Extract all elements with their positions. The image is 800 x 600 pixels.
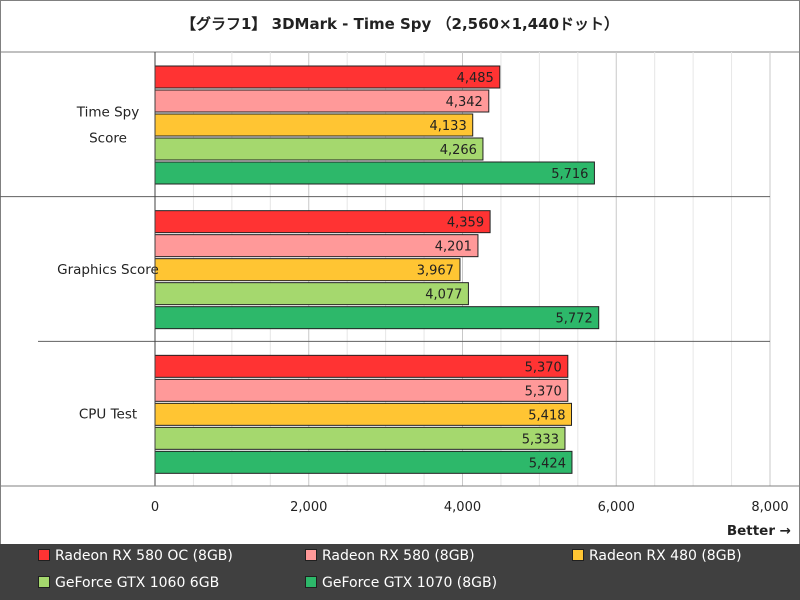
bar	[154, 354, 569, 378]
data-label: 4,485	[457, 71, 494, 86]
bar	[154, 113, 474, 137]
category-group: 4,359 4,201 3,967 4,077 5,772	[154, 210, 600, 330]
legend-label: GeForce GTX 1060 6GB	[55, 575, 220, 591]
legend-label: Radeon RX 580 (8GB)	[322, 548, 475, 564]
legend-label: Radeon RX 480 (8GB)	[589, 548, 742, 564]
bar	[154, 378, 569, 402]
data-label: 5,370	[525, 360, 562, 375]
category-label: CPU Test	[79, 407, 137, 423]
legend-item: Radeon RX 480 (8GB)	[572, 546, 742, 566]
data-label: 4,342	[446, 95, 483, 110]
data-label: 5,772	[556, 312, 593, 327]
bar-chart: 4,485 4,342 4,133 4,266 5,716 Time Spy Score 4,…	[0, 51, 800, 539]
chart-title: 【グラフ1】 3DMark - Time Spy （2,560×1,440ドット…	[180, 15, 620, 33]
data-label: 4,077	[425, 288, 462, 303]
data-label: 3,967	[417, 264, 454, 279]
legend-item: Radeon RX 580 (8GB)	[305, 546, 475, 566]
bar	[154, 234, 479, 258]
category-group: 4,485 4,342 4,133 4,266 5,716	[154, 65, 595, 185]
x-tick-label: 4,000	[444, 500, 481, 515]
data-label: 4,133	[430, 119, 467, 134]
bar	[154, 282, 469, 306]
x-tick-label: 0	[151, 500, 159, 515]
category-label: Score	[89, 130, 127, 146]
data-label: 4,266	[440, 143, 477, 158]
legend: Radeon RX 580 OC (8GB) Radeon RX 580 (8GB…	[0, 544, 800, 600]
legend-item: GeForce GTX 1060 6GB	[38, 573, 219, 593]
legend-label: GeForce GTX 1070 (8GB)	[322, 575, 498, 591]
data-label: 5,418	[528, 408, 565, 423]
bar	[154, 402, 573, 426]
category-label: Graphics Score	[57, 262, 159, 278]
legend-item: GeForce GTX 1070 (8GB)	[305, 573, 497, 593]
bar	[154, 89, 490, 113]
legend-swatch	[38, 576, 50, 588]
data-label: 4,359	[447, 216, 484, 231]
x-tick-label: 2,000	[290, 500, 327, 515]
legend-swatch	[572, 549, 584, 561]
bar	[154, 258, 461, 282]
data-label: 4,201	[435, 240, 472, 255]
bar	[154, 137, 484, 161]
x-tick-label: 8,000	[751, 500, 788, 515]
data-label: 5,370	[525, 384, 562, 399]
data-label: 5,716	[551, 167, 588, 182]
legend-swatch	[38, 549, 50, 561]
legend-swatch	[305, 549, 317, 561]
category-label: Time Spy	[76, 104, 139, 120]
bar	[154, 161, 595, 185]
legend-swatch	[305, 576, 317, 588]
legend-label: Radeon RX 580 OC (8GB)	[55, 548, 233, 564]
bar	[154, 450, 573, 474]
x-axis-label: Better →	[727, 523, 791, 539]
legend-item: Radeon RX 580 OC (8GB)	[38, 546, 233, 566]
category-group: 5,370 5,370 5,418 5,333 5,424	[154, 354, 573, 474]
bar	[154, 306, 600, 330]
x-tick-label: 6,000	[598, 500, 635, 515]
bar	[154, 426, 566, 450]
bar	[154, 210, 491, 234]
bar	[154, 65, 501, 89]
data-label: 5,424	[529, 456, 566, 471]
data-label: 5,333	[522, 432, 559, 447]
